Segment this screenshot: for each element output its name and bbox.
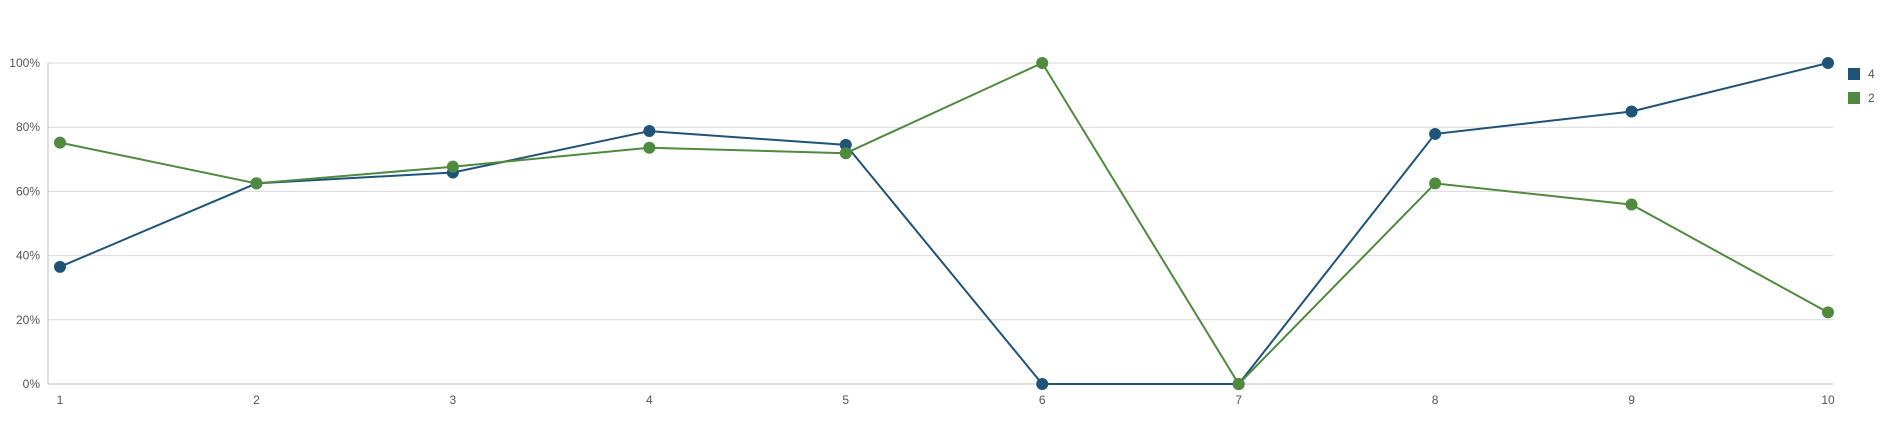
data-point[interactable]	[1822, 306, 1834, 319]
y-tick-label: 40%	[16, 249, 40, 263]
data-point[interactable]	[643, 141, 656, 154]
legend-item[interactable]: 2	[1848, 91, 1875, 105]
x-tick-label: 7	[1235, 393, 1242, 407]
x-tick-label: 5	[842, 393, 849, 407]
legend-item[interactable]: 4	[1848, 67, 1875, 81]
series-line-2	[59, 61, 1829, 386]
y-tick-label: 80%	[16, 120, 40, 134]
series-lines	[59, 61, 1829, 386]
data-point[interactable]	[1036, 57, 1049, 69]
legend[interactable]: 42	[1848, 67, 1875, 105]
data-point[interactable]	[1822, 57, 1834, 69]
data-point[interactable]	[1429, 127, 1442, 140]
x-tick-label: 9	[1628, 393, 1635, 407]
data-point[interactable]	[250, 177, 263, 190]
data-point[interactable]	[1232, 378, 1245, 390]
data-point[interactable]	[1625, 198, 1638, 211]
data-point[interactable]	[1036, 378, 1049, 390]
y-tick-label: 100%	[9, 56, 40, 70]
data-point[interactable]	[1429, 177, 1442, 190]
x-tick-label: 4	[646, 393, 653, 407]
x-tick-label: 1	[57, 393, 64, 407]
data-point[interactable]	[643, 125, 656, 138]
x-tick-label: 8	[1432, 393, 1439, 407]
legend-label: 2	[1868, 91, 1875, 105]
data-point[interactable]	[54, 136, 66, 149]
x-tick-label: 10	[1821, 393, 1835, 407]
x-tick-label: 6	[1039, 393, 1046, 407]
x-tick-label: 3	[450, 393, 457, 407]
y-tick-label: 0%	[23, 377, 41, 391]
data-point[interactable]	[839, 138, 852, 151]
y-tick-label: 60%	[16, 184, 40, 198]
data-point[interactable]	[446, 160, 459, 173]
legend-swatch	[1848, 92, 1860, 104]
series-line-4	[59, 62, 1829, 385]
data-point[interactable]	[839, 147, 852, 160]
axes: 0% 20% 40% 60% 80% 100% 1 2 3 4 5 6 7 8 9 10	[9, 56, 1835, 407]
y-tick-label: 20%	[16, 313, 40, 327]
x-tick-label: 2	[253, 393, 260, 407]
legend-swatch	[1848, 68, 1860, 80]
data-point[interactable]	[54, 260, 66, 273]
grid-lines	[48, 62, 1833, 385]
data-points	[54, 57, 1834, 390]
legend-label: 4	[1868, 67, 1875, 81]
data-point[interactable]	[1625, 105, 1638, 118]
